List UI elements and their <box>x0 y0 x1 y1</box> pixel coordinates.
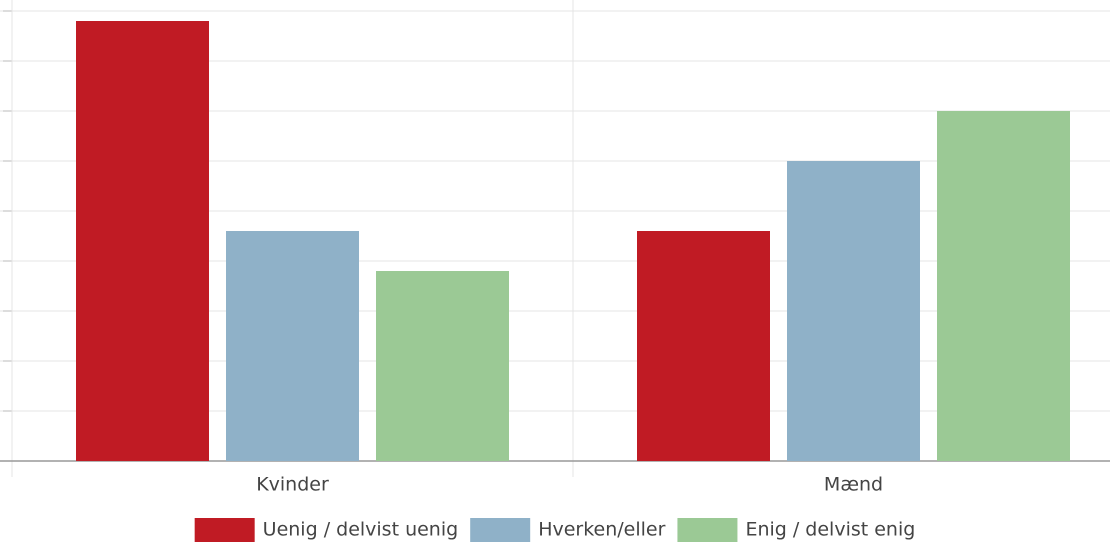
bar <box>76 21 209 461</box>
x-tick-label: Mænd <box>824 474 883 496</box>
legend-swatch <box>470 518 531 542</box>
x-tick-label: Kvinder <box>256 474 329 496</box>
bar <box>787 161 920 461</box>
legend-label: Enig / delvist enig <box>745 519 915 541</box>
bar <box>226 231 359 461</box>
bar <box>376 271 509 461</box>
legend-swatch <box>677 518 738 542</box>
legend-label: Hverken/eller <box>538 519 665 541</box>
legend: Uenig / delvist uenig Hverken/eller Enig /… <box>194 518 915 542</box>
legend-swatch <box>194 518 255 542</box>
legend-label: Uenig / delvist uenig <box>263 519 459 541</box>
bar <box>637 231 770 461</box>
bar <box>937 111 1070 461</box>
